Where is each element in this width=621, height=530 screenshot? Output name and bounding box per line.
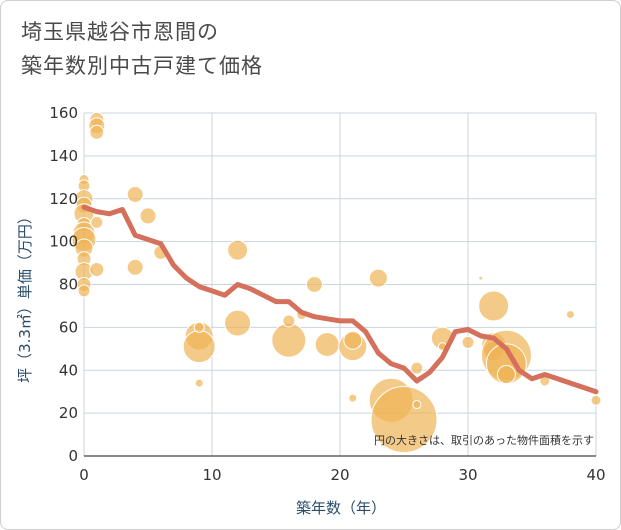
bubble <box>368 268 388 288</box>
chart-title: 埼玉県越谷市恩間の 築年数別中古戸建て価格 <box>21 15 263 83</box>
y-tick-label: 160 <box>49 104 78 122</box>
x-tick-label: 30 <box>458 466 477 484</box>
y-tick-label: 100 <box>49 233 78 251</box>
bubble <box>90 215 104 229</box>
bubble <box>461 335 475 349</box>
grid-lines <box>83 112 597 457</box>
y-tick-labels: 0 20 40 60 80 100 120 140 160 <box>49 104 78 465</box>
x-tick-label: 0 <box>79 466 89 484</box>
bubble <box>126 258 144 276</box>
bubble <box>271 322 307 358</box>
bubble <box>89 261 105 277</box>
x-tick-label: 40 <box>586 466 605 484</box>
x-axis-title: 築年数（年） <box>296 499 386 517</box>
y-tick-label: 60 <box>59 318 78 336</box>
size-note: 円の大きさは、取引のあった物件面積を示す <box>374 433 594 447</box>
bubble <box>139 207 157 225</box>
trend-line <box>81 204 599 395</box>
bubble <box>314 332 340 358</box>
y-tick-label: 0 <box>68 447 78 465</box>
bubble <box>182 330 216 364</box>
bubble <box>89 124 105 140</box>
x-tick-label: 20 <box>330 466 349 484</box>
y-tick-label: 80 <box>59 276 78 294</box>
x-tick-labels: 0 10 20 30 40 <box>79 466 605 484</box>
bubble <box>412 400 422 410</box>
bubble <box>126 185 144 203</box>
y-axis-title: 坪（3.3㎡）単価（万円） <box>16 209 34 383</box>
chart-title-line2: 築年数別中古戸建て価格 <box>21 54 263 78</box>
bubble <box>410 361 424 375</box>
bubble <box>343 330 363 350</box>
bubble <box>194 378 204 388</box>
bubble <box>478 290 510 322</box>
bubble-series <box>71 111 602 454</box>
x-tick-label: 10 <box>202 466 221 484</box>
y-tick-label: 120 <box>49 190 78 208</box>
y-tick-label: 140 <box>49 147 78 165</box>
bubble <box>478 275 484 281</box>
y-tick-label: 40 <box>59 361 78 379</box>
chart-title-line1: 埼玉県越谷市恩間の <box>21 20 219 44</box>
bubble <box>282 314 296 328</box>
bubble <box>77 284 91 298</box>
y-tick-label: 20 <box>59 404 78 422</box>
bubble <box>565 310 575 320</box>
bubble <box>305 276 323 293</box>
bubble <box>227 239 249 261</box>
bubble <box>496 365 516 385</box>
bubble <box>193 321 205 333</box>
bubble <box>590 394 602 406</box>
bubble <box>224 309 252 337</box>
bubble <box>348 393 358 403</box>
